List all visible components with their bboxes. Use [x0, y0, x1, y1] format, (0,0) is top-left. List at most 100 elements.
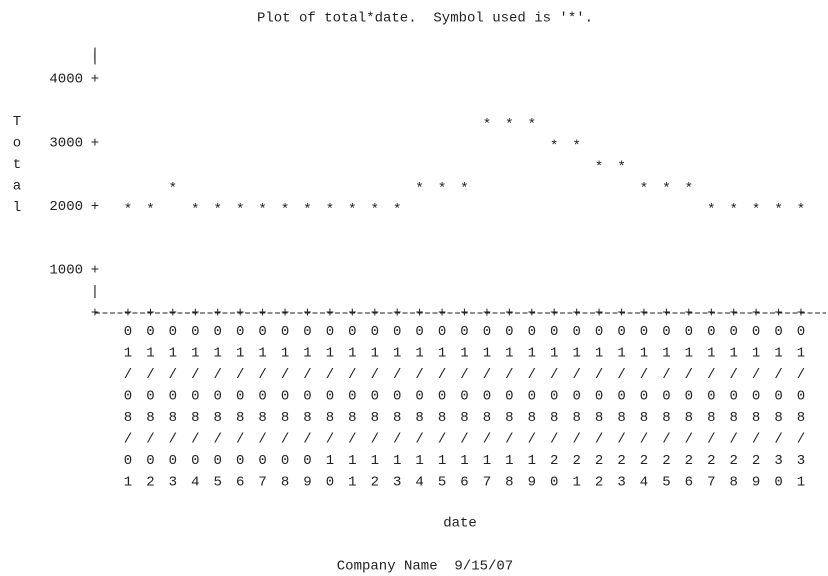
x-tick-mark: +	[124, 306, 132, 322]
point: *	[797, 202, 805, 218]
x-tick-mark: +	[460, 306, 468, 322]
x-tick-label: 0 1/0 8/2 5	[662, 324, 670, 491]
point: *	[640, 181, 648, 197]
x-tick-mark: +	[528, 306, 536, 322]
footer: Company Name 9/15/07	[337, 559, 513, 575]
x-tick-label: 0 1/0 8/0 2	[146, 324, 154, 491]
x-tick-label: 0 1/0 8/0 9	[303, 324, 311, 491]
point: *	[438, 181, 446, 197]
y-tick-label: 2000	[49, 199, 83, 215]
tick-mark: +	[91, 72, 99, 88]
y-tick-label: 1000	[49, 263, 83, 279]
x-tick-mark: +	[236, 306, 244, 322]
point: *	[572, 138, 580, 154]
x-tick-mark: +	[729, 306, 737, 322]
point: *	[124, 202, 132, 218]
x-tick-label: 0 1/0 8/2 8	[729, 324, 737, 491]
axis-glyph: |	[91, 50, 99, 66]
axis-glyph: |	[91, 47, 99, 63]
x-tick-mark: +	[169, 306, 177, 322]
x-tick-mark: +	[550, 306, 558, 322]
x-tick-label: 0 1/0 8/0 8	[281, 324, 289, 491]
x-tick-mark: +	[774, 306, 782, 322]
chart-title: Plot of total*date. Symbol used is '*'.	[257, 11, 593, 27]
x-tick-label: 0 1/0 8/1 8	[505, 324, 513, 491]
x-tick-label: 0 1/0 8/1 7	[483, 324, 491, 491]
x-tick-label: 0 1/0 8/1 5	[438, 324, 446, 491]
x-tick-mark: +	[281, 306, 289, 322]
x-tick-label: 0 1/0 8/1 0	[326, 324, 334, 491]
point: *	[617, 160, 625, 176]
x-tick-mark: +	[415, 306, 423, 322]
x-tick-mark: +	[91, 306, 99, 322]
x-tick-mark: +	[752, 306, 760, 322]
tick-mark: +	[91, 199, 99, 215]
tick-mark: +	[91, 263, 99, 279]
y-tick-label: 4000	[49, 72, 83, 88]
x-axis-label: date	[443, 516, 477, 532]
x-tick-label: 0 1/0 8/2 3	[617, 324, 625, 491]
x-tick-label: 0 1/0 8/2 2	[595, 324, 603, 491]
point: *	[348, 202, 356, 218]
point: *	[371, 202, 379, 218]
x-tick-mark: +	[483, 306, 491, 322]
x-tick-mark: +	[371, 306, 379, 322]
x-tick-label: 0 1/0 8/1 1	[348, 324, 356, 491]
x-tick-mark: +	[326, 306, 334, 322]
point: *	[303, 202, 311, 218]
point: *	[528, 117, 536, 133]
point: *	[415, 181, 423, 197]
x-tick-label: 0 1/0 8/0 7	[258, 324, 266, 491]
point: *	[326, 202, 334, 218]
x-tick-label: 0 1/0 8/1 2	[371, 324, 379, 491]
x-tick-mark: +	[258, 306, 266, 322]
x-tick-label: 0 1/0 8/2 4	[640, 324, 648, 491]
x-tick-mark: +	[438, 306, 446, 322]
x-tick-label: 0 1/0 8/1 4	[415, 324, 423, 491]
tick-mark: +	[91, 135, 99, 151]
point: *	[258, 202, 266, 218]
point: *	[595, 160, 603, 176]
x-tick-mark: +	[707, 306, 715, 322]
axis-glyph: |	[91, 284, 99, 300]
x-tick-mark: +	[348, 306, 356, 322]
x-tick-mark: +	[797, 306, 805, 322]
point: *	[393, 202, 401, 218]
x-tick-label: 0 1/0 8/0 3	[169, 324, 177, 491]
x-tick-label: 0 1/0 8/1 3	[393, 324, 401, 491]
point: *	[685, 181, 693, 197]
x-tick-mark: +	[662, 306, 670, 322]
y-tick-label: 3000	[49, 135, 83, 151]
x-tick-label: 0 1/0 8/3 1	[797, 324, 805, 491]
point: *	[169, 181, 177, 197]
x-tick-mark: +	[146, 306, 154, 322]
x-tick-label: 0 1/0 8/0 6	[236, 324, 244, 491]
point: *	[214, 202, 222, 218]
x-tick-mark: +	[640, 306, 648, 322]
x-tick-label: 0 1/0 8/2 6	[685, 324, 693, 491]
x-tick-mark: +	[595, 306, 603, 322]
point: *	[460, 181, 468, 197]
x-tick-label: 0 1/0 8/1 6	[460, 324, 468, 491]
x-tick-mark: +	[572, 306, 580, 322]
x-tick-label: 0 1/0 8/2 9	[752, 324, 760, 491]
point: *	[236, 202, 244, 218]
point: *	[483, 117, 491, 133]
x-tick-label: 0 1/0 8/0 1	[124, 324, 132, 491]
point: *	[662, 181, 670, 197]
point: *	[146, 202, 154, 218]
point: *	[774, 202, 782, 218]
x-tick-mark: +	[393, 306, 401, 322]
x-tick-mark: +	[303, 306, 311, 322]
x-tick-label: 0 1/0 8/1 9	[528, 324, 536, 491]
x-tick-label: 0 1/0 8/2 0	[550, 324, 558, 491]
point: *	[729, 202, 737, 218]
x-tick-label: 0 1/0 8/0 5	[214, 324, 222, 491]
point: *	[752, 202, 760, 218]
x-tick-label: 0 1/0 8/2 1	[572, 324, 580, 491]
x-tick-mark: +	[505, 306, 513, 322]
point: *	[505, 117, 513, 133]
x-tick-mark: +	[214, 306, 222, 322]
point: *	[281, 202, 289, 218]
